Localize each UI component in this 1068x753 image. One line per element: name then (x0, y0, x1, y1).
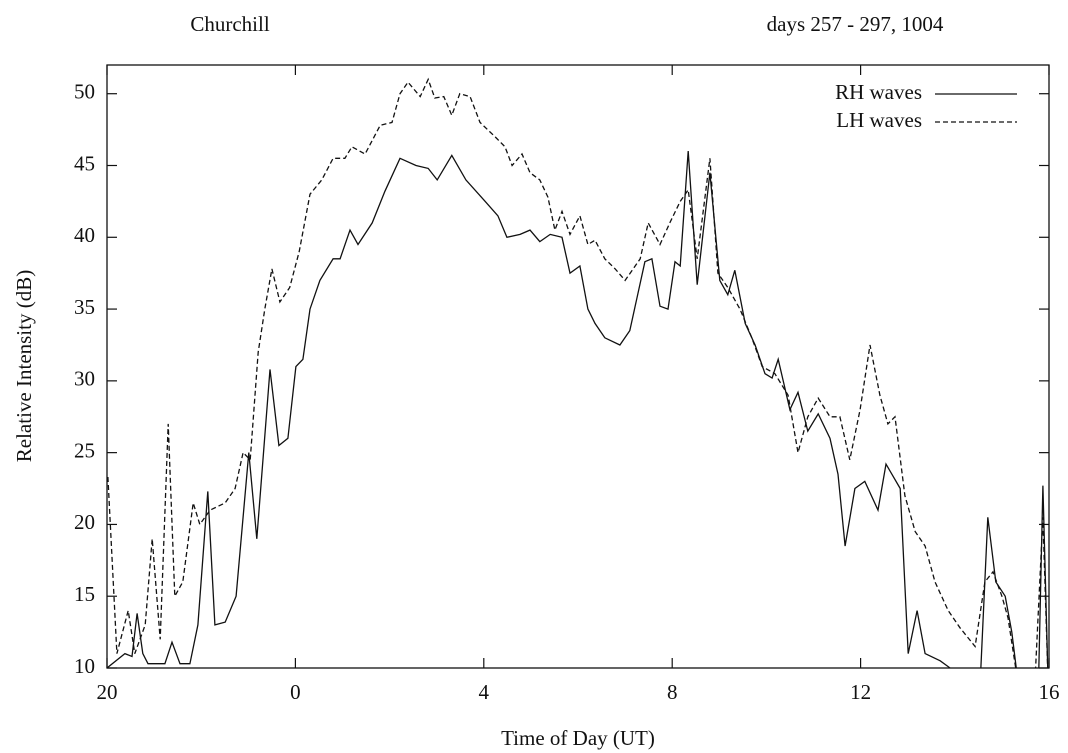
y-tick-label: 10 (74, 654, 95, 678)
y-tick-label: 35 (74, 295, 95, 319)
y-tick-label: 50 (74, 80, 95, 104)
y-tick-label: 25 (74, 438, 95, 462)
chart-title: Churchill (190, 12, 269, 36)
legend-label: RH waves (835, 80, 922, 104)
x-axis-label: Time of Day (UT) (501, 726, 655, 750)
data-line (107, 151, 1049, 668)
x-tick-label: 0 (290, 680, 301, 704)
x-tick-label: 20 (97, 680, 118, 704)
x-tick-label: 16 (1039, 680, 1060, 704)
y-tick-label: 15 (74, 582, 95, 606)
x-tick-label: 12 (850, 680, 871, 704)
chart-subtitle: days 257 - 297, 1004 (767, 12, 944, 36)
y-tick-label: 30 (74, 367, 95, 391)
y-tick-label: 45 (74, 151, 95, 175)
data-line (107, 77, 1049, 668)
x-tick-label: 4 (479, 680, 490, 704)
y-tick-label: 20 (74, 510, 95, 534)
legend-label: LH waves (836, 108, 922, 132)
plot-frame (106, 64, 1050, 669)
x-tick-label: 8 (667, 680, 678, 704)
y-tick-label: 40 (74, 223, 95, 247)
y-axis-label: Relative Intensity (dB) (12, 270, 36, 462)
